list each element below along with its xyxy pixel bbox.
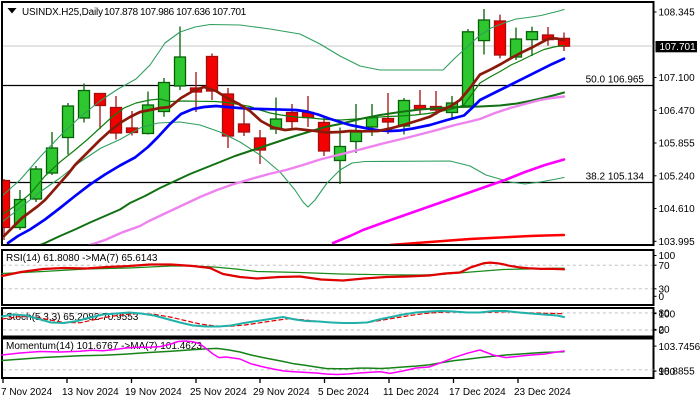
svg-text:30: 30 bbox=[659, 285, 671, 296]
svg-text:103.995: 103.995 bbox=[659, 237, 696, 248]
svg-text:5 Dec 2024: 5 Dec 2024 bbox=[318, 387, 370, 398]
svg-text:104.610: 104.610 bbox=[659, 204, 696, 215]
svg-text:100: 100 bbox=[659, 309, 676, 320]
svg-text:USINDX.H25,Daily: USINDX.H25,Daily bbox=[22, 7, 103, 18]
svg-text:107.878 107.986 107.636 107.70: 107.878 107.986 107.636 107.701 bbox=[104, 7, 247, 18]
svg-text:100: 100 bbox=[659, 251, 676, 262]
svg-text:0: 0 bbox=[659, 292, 665, 303]
svg-text:106.470: 106.470 bbox=[659, 106, 696, 117]
svg-text:107.701: 107.701 bbox=[660, 42, 697, 53]
svg-text:13 Nov 2024: 13 Nov 2024 bbox=[62, 387, 119, 398]
svg-text:38.2 105.134: 38.2 105.134 bbox=[586, 172, 645, 183]
svg-text:RSI(14) 61.8080 ->MA(7) 65.61: RSI(14) 61.8080 ->MA(7) 65.6143 bbox=[6, 253, 158, 264]
svg-text:105.855: 105.855 bbox=[659, 139, 696, 150]
svg-text:29 Nov 2024: 29 Nov 2024 bbox=[253, 387, 310, 398]
svg-text:70: 70 bbox=[659, 261, 671, 272]
svg-text:107.100: 107.100 bbox=[659, 73, 696, 84]
svg-text:17 Dec 2024: 17 Dec 2024 bbox=[449, 387, 506, 398]
svg-text:19 Nov 2024: 19 Nov 2024 bbox=[125, 387, 182, 398]
svg-text:Momentum(14) 101.6767 ->MA(7): Momentum(14) 101.6767 ->MA(7) 101.4623 bbox=[6, 341, 202, 352]
svg-text:100: 100 bbox=[659, 367, 676, 378]
svg-text:80: 80 bbox=[659, 309, 671, 320]
svg-text:108.345: 108.345 bbox=[659, 8, 696, 19]
svg-text:Stoch(5,3,3) 65.2082 70.9553: Stoch(5,3,3) 65.2082 70.9553 bbox=[6, 312, 139, 323]
svg-text:23 Dec 2024: 23 Dec 2024 bbox=[514, 387, 571, 398]
svg-text:7 Nov 2024: 7 Nov 2024 bbox=[1, 387, 53, 398]
svg-text:0: 0 bbox=[659, 326, 665, 337]
svg-text:105.240: 105.240 bbox=[659, 172, 696, 183]
svg-text:11 Dec 2024: 11 Dec 2024 bbox=[383, 387, 439, 398]
svg-text:103.7456: 103.7456 bbox=[659, 342, 700, 353]
svg-text:50.0 106.965: 50.0 106.965 bbox=[586, 75, 645, 86]
svg-text:20: 20 bbox=[659, 325, 671, 336]
svg-text:25 Nov 2024: 25 Nov 2024 bbox=[190, 387, 247, 398]
svg-text:98.8855: 98.8855 bbox=[659, 367, 696, 378]
